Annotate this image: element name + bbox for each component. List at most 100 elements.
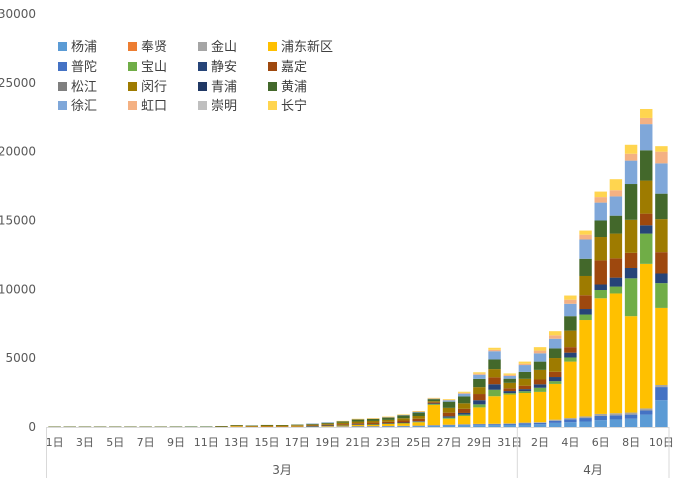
bar-segment: [624, 418, 638, 427]
bar-segment: [655, 400, 668, 427]
legend-item: 普陀: [58, 59, 97, 75]
bar-segment: [503, 378, 516, 383]
bar-segment: [624, 412, 638, 415]
bar-segment: [230, 426, 243, 427]
bar-segment: [655, 193, 668, 220]
bar-segment: [488, 396, 501, 424]
bar-segment: [503, 423, 516, 425]
legend-item: 杨浦: [58, 40, 97, 55]
bar-segment: [382, 426, 395, 427]
legend-swatch: [128, 82, 137, 91]
bar-segment: [412, 421, 425, 423]
legend-label: 宝山: [141, 60, 167, 75]
bar-segment: [442, 425, 456, 427]
bar-segment: [230, 425, 243, 427]
bar-segment: [336, 426, 350, 427]
bar-segment: [518, 385, 532, 390]
bar-segment: [215, 426, 228, 427]
bar-segment: [533, 347, 547, 351]
bar-segment: [427, 403, 441, 405]
bar-segment: [473, 425, 486, 427]
bar-segment: [412, 411, 425, 413]
bars-layer: [48, 108, 668, 428]
legend-swatch: [268, 62, 277, 71]
bar-segment: [518, 389, 532, 392]
bar-segment: [366, 418, 380, 419]
bar-segment: [624, 184, 638, 220]
bar-segment: [412, 422, 425, 426]
bar-segment: [518, 363, 532, 366]
bar-segment: [579, 416, 592, 419]
legend-label: 闵行: [141, 80, 167, 95]
bar-segment: [624, 252, 638, 268]
bar-segment: [655, 252, 668, 274]
bar-segment: [640, 410, 653, 415]
bar-segment: [594, 237, 607, 261]
bar-segment: [655, 273, 668, 284]
bar-segment: [78, 426, 92, 428]
bar-segment: [427, 398, 441, 400]
bar-segment: [382, 423, 395, 424]
bar-segment: [609, 196, 623, 216]
bar-segment: [442, 416, 456, 418]
bar-segment: [291, 425, 304, 426]
bar-segment: [518, 361, 532, 364]
legend-item: 青浦: [198, 80, 237, 95]
y-tick-label: 5000: [5, 351, 36, 365]
bar-segment: [488, 424, 501, 426]
x-tick-label: 7日: [137, 436, 155, 449]
bar-segment: [579, 309, 592, 315]
bar-segment: [503, 393, 516, 395]
bar-segment: [609, 233, 623, 259]
bar-segment: [624, 316, 638, 413]
bar-segment: [275, 425, 289, 426]
bar-segment: [579, 230, 592, 235]
bar-segment: [260, 426, 274, 427]
bar-segment: [442, 400, 456, 402]
bar-segment: [579, 421, 592, 427]
bar-segment: [457, 408, 471, 413]
legend-item: 黄浦: [268, 80, 307, 95]
bar-segment: [564, 352, 577, 358]
bar-segment: [579, 239, 592, 259]
legend-label: 虹口: [141, 99, 167, 114]
legend-item: 闵行: [128, 80, 167, 95]
bar-segment: [442, 417, 456, 419]
bar-segment: [533, 422, 547, 423]
bar-segment: [442, 424, 456, 426]
bar-segment: [382, 423, 395, 424]
bar-segment: [397, 418, 410, 421]
bar-segment: [200, 426, 213, 428]
bar-segment: [640, 180, 653, 214]
bar-segment: [609, 293, 623, 414]
bar-segment: [306, 425, 319, 427]
bar-segment: [382, 416, 395, 418]
bar-segment: [397, 414, 410, 416]
bar-segment: [488, 425, 501, 427]
bar-segment: [609, 190, 623, 197]
x-tick-label: 4日: [561, 436, 579, 449]
bar-segment: [518, 371, 532, 379]
bar-segment: [518, 423, 532, 425]
bar-segment: [457, 415, 471, 425]
legend-swatch: [128, 42, 137, 51]
legend-swatch: [268, 42, 277, 51]
bar-segment: [412, 411, 425, 412]
bar-segment: [473, 404, 486, 408]
legend-swatch: [198, 82, 207, 91]
bar-segment: [549, 358, 562, 372]
bar-segment: [640, 213, 653, 226]
bar-segment: [549, 422, 562, 427]
bar-segment: [609, 286, 623, 294]
bar-segment: [518, 393, 532, 423]
bar-segment: [488, 377, 501, 385]
bar-segment: [291, 426, 304, 427]
bar-segment: [488, 423, 501, 425]
x-tick-label: 2日: [531, 436, 549, 449]
bar-segment: [321, 425, 334, 426]
bar-segment: [564, 316, 577, 331]
legend-item: 浦东新区: [268, 39, 333, 55]
bar-segment: [579, 258, 592, 276]
bar-segment: [397, 414, 410, 415]
